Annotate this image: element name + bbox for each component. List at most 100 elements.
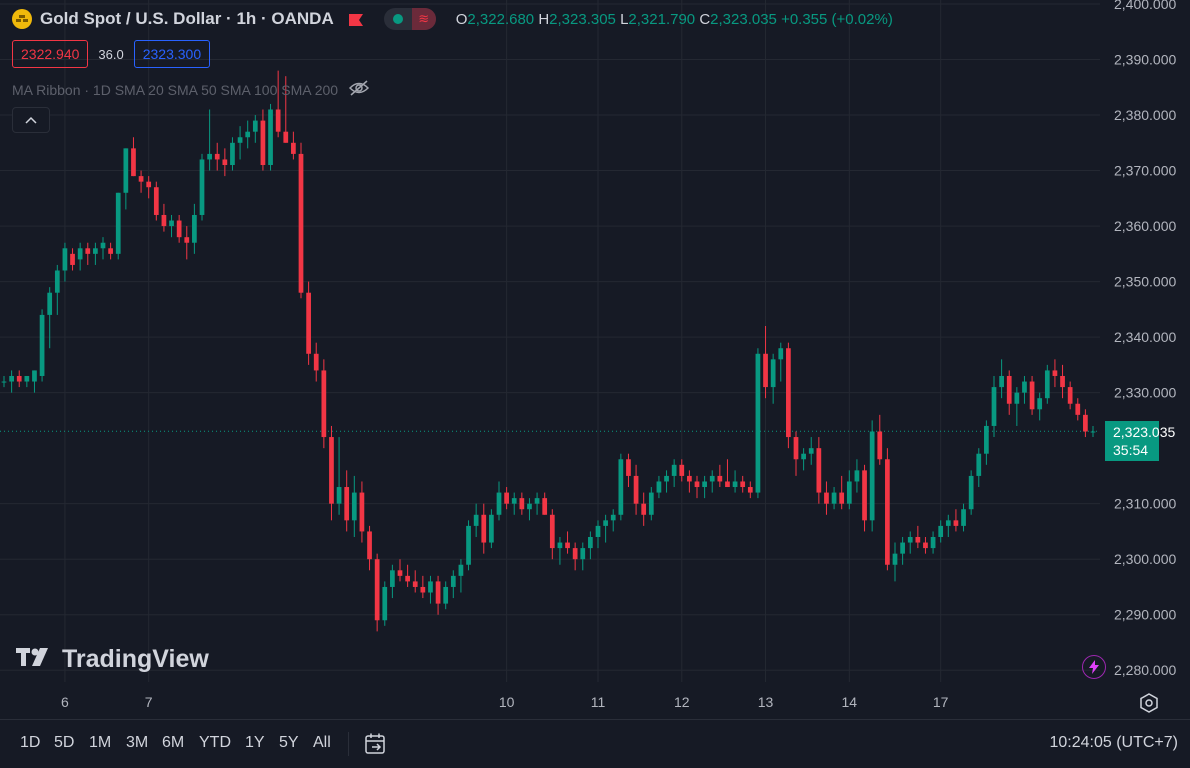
candle	[473, 503, 479, 537]
candle	[862, 464, 867, 532]
candle-body	[763, 353, 768, 388]
collapse-legend-button[interactable]	[12, 107, 50, 133]
candle	[161, 203, 167, 232]
range-all-button[interactable]: All	[313, 734, 331, 751]
candle-body	[1090, 431, 1096, 433]
y-tick-label: 2,390.000	[1114, 52, 1176, 68]
candle	[938, 520, 944, 543]
candle	[824, 481, 829, 515]
candle-body	[214, 153, 220, 160]
candle	[527, 498, 532, 521]
candle-body	[283, 131, 289, 143]
candle-body	[32, 370, 37, 382]
candle	[184, 226, 190, 260]
candle	[24, 375, 30, 388]
candle-body	[184, 237, 190, 243]
candle	[534, 492, 540, 515]
range-ytd-button[interactable]: YTD	[199, 734, 231, 751]
candle	[763, 326, 768, 399]
indicator-legend[interactable]: MA Ribbon · 1D SMA 20 SMA 50 SMA 100 SMA…	[12, 80, 370, 99]
candle-body	[1006, 375, 1012, 404]
hide-eye-icon[interactable]	[348, 80, 370, 99]
candle-body	[786, 348, 791, 438]
candle	[1014, 387, 1020, 426]
range-5y-button[interactable]: 5Y	[279, 734, 299, 751]
lightning-bolt-icon[interactable]	[1082, 655, 1106, 679]
candle-body	[588, 536, 593, 549]
candle-body	[694, 481, 700, 488]
price-chart[interactable]: 2,400.000 2,390.000 2,380.000 2,370.000 2,36…	[0, 0, 1190, 719]
range-1d-button[interactable]: 1D	[20, 734, 41, 751]
range-3m-button[interactable]: 3M	[126, 734, 149, 751]
range-1m-button[interactable]: 1M	[89, 734, 112, 751]
range-1y-button[interactable]: 1Y	[245, 734, 265, 751]
candle-body	[298, 153, 304, 293]
candle-body	[1060, 375, 1065, 388]
y-tick-label: 2,340.000	[1114, 329, 1176, 345]
candle-body	[968, 475, 974, 510]
timezone-clock[interactable]: 10:24:05 (UTC+7)	[1049, 734, 1178, 751]
candle	[214, 142, 220, 171]
sell-button[interactable]: 2322.940	[12, 40, 89, 68]
candle	[260, 109, 266, 171]
flag-icon[interactable]	[348, 12, 364, 26]
candle	[549, 509, 555, 560]
candle-body	[420, 586, 426, 593]
candle	[192, 203, 197, 254]
candle-body	[115, 192, 121, 254]
candle-body	[351, 492, 357, 521]
candles	[1, 70, 1096, 632]
candle	[770, 353, 776, 404]
chart-header: Gold Spot / U.S. Dollar · 1h · OANDA ≋ O…	[12, 8, 893, 30]
tradingview-watermark[interactable]: TradingView	[16, 644, 209, 675]
candle	[283, 76, 289, 143]
candle	[709, 470, 715, 493]
x-tick-label: 10	[499, 694, 515, 710]
candle	[47, 287, 53, 349]
candle	[1006, 370, 1012, 415]
candle-body	[648, 492, 654, 515]
go-to-date-icon[interactable]	[364, 732, 388, 761]
candle	[344, 470, 350, 532]
candle	[923, 536, 928, 554]
market-status-pills[interactable]: ≋	[383, 8, 436, 30]
candle-body	[892, 553, 898, 565]
buy-button[interactable]: 2323.300	[133, 40, 211, 68]
candle	[618, 453, 624, 521]
market-open-dot-icon	[384, 8, 412, 30]
candle	[793, 431, 799, 476]
symbol-title[interactable]: Gold Spot / U.S. Dollar · 1h · OANDA	[40, 9, 334, 28]
candle-body	[923, 542, 928, 549]
candle	[85, 242, 91, 265]
candle	[382, 581, 388, 626]
candle-body	[1022, 381, 1027, 393]
candle-body	[626, 459, 631, 476]
candle-body	[70, 253, 75, 265]
candle-body	[359, 492, 365, 532]
candle-body	[146, 181, 152, 188]
candle	[54, 264, 60, 315]
candle-body	[656, 481, 662, 493]
y-tick-label: 2,380.000	[1114, 107, 1176, 123]
candle-body	[374, 559, 380, 621]
candle	[885, 448, 890, 571]
candle-body	[176, 220, 182, 238]
candle-body	[618, 459, 624, 515]
settings-gear-icon[interactable]	[1138, 692, 1160, 714]
candle-body	[336, 487, 342, 504]
range-5d-button[interactable]: 5D	[54, 734, 75, 751]
candle-body	[991, 387, 997, 426]
candle	[32, 370, 37, 393]
high-value: 2,323.305	[549, 10, 616, 28]
candle-body	[732, 481, 738, 488]
candle	[603, 514, 608, 543]
candle	[702, 475, 707, 499]
candle	[557, 536, 563, 565]
candle-body	[831, 492, 837, 504]
candle	[1, 375, 7, 388]
candle-body	[496, 492, 502, 515]
range-6m-button[interactable]: 6M	[162, 734, 185, 751]
candle-body	[877, 431, 883, 460]
candle-body	[641, 503, 647, 515]
candle	[496, 481, 502, 521]
